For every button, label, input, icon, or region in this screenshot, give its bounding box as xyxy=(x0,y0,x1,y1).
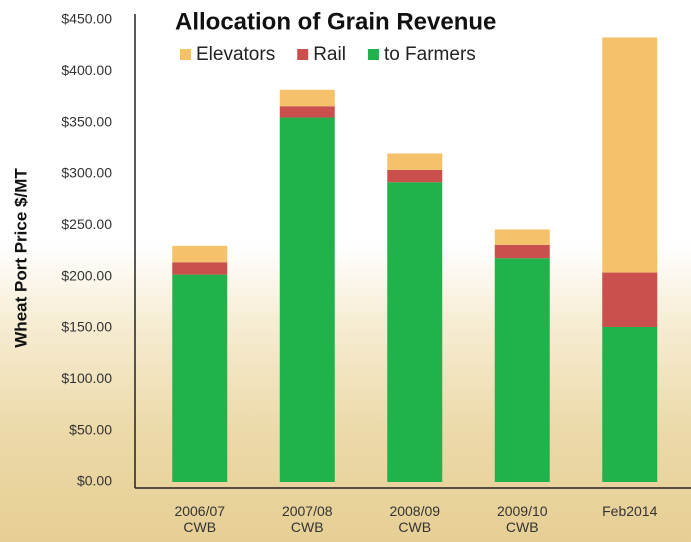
y-tick-label: $350.00 xyxy=(61,113,112,129)
legend-swatch xyxy=(297,49,308,60)
legend-label: Elevators xyxy=(196,44,275,65)
y-tick-label: $250.00 xyxy=(61,216,112,232)
bar-segment xyxy=(495,245,550,258)
bar-segment xyxy=(172,275,227,482)
bar-segment xyxy=(495,229,550,244)
bar-segment xyxy=(172,262,227,274)
x-tick-label: 2007/08 CWB xyxy=(267,503,347,535)
x-tick-label: Feb2014 xyxy=(590,503,670,519)
bar-segment xyxy=(387,153,442,169)
legend-swatch xyxy=(368,49,379,60)
bar-segment xyxy=(280,118,335,482)
bar-segment xyxy=(495,258,550,482)
y-tick-label: $400.00 xyxy=(61,62,112,78)
y-tick-label: $100.00 xyxy=(61,370,112,386)
bar-segment xyxy=(280,106,335,117)
x-tick-label: 2006/07 CWB xyxy=(160,503,240,535)
y-tick-label: $450.00 xyxy=(61,11,112,27)
chart-title: Allocation of Grain Revenue xyxy=(175,8,496,35)
legend-label: Rail xyxy=(313,44,346,65)
y-tick-label: $50.00 xyxy=(69,421,112,437)
y-tick-label: $0.00 xyxy=(77,473,112,489)
x-tick-label: 2008/09 CWB xyxy=(375,503,455,535)
y-axis-title: Wheat Port Price $/MT xyxy=(11,168,30,348)
legend-label: to Farmers xyxy=(384,44,476,65)
bar-segment xyxy=(602,37,657,272)
bar-segment xyxy=(172,246,227,262)
y-tick-label: $150.00 xyxy=(61,319,112,335)
bar-segment xyxy=(280,90,335,106)
page: Allocation of Grain Revenue Wheat Port P… xyxy=(0,0,691,542)
x-tick-label: 2009/10 CWB xyxy=(482,503,562,535)
legend-swatch xyxy=(180,49,191,60)
bar-segment xyxy=(387,182,442,482)
chart: Allocation of Grain Revenue Wheat Port P… xyxy=(0,0,691,542)
y-tick-label: $200.00 xyxy=(61,267,112,283)
y-tick-label: $300.00 xyxy=(61,165,112,181)
bar-segment xyxy=(602,327,657,482)
bar-segment xyxy=(602,273,657,327)
bar-segment xyxy=(387,170,442,182)
